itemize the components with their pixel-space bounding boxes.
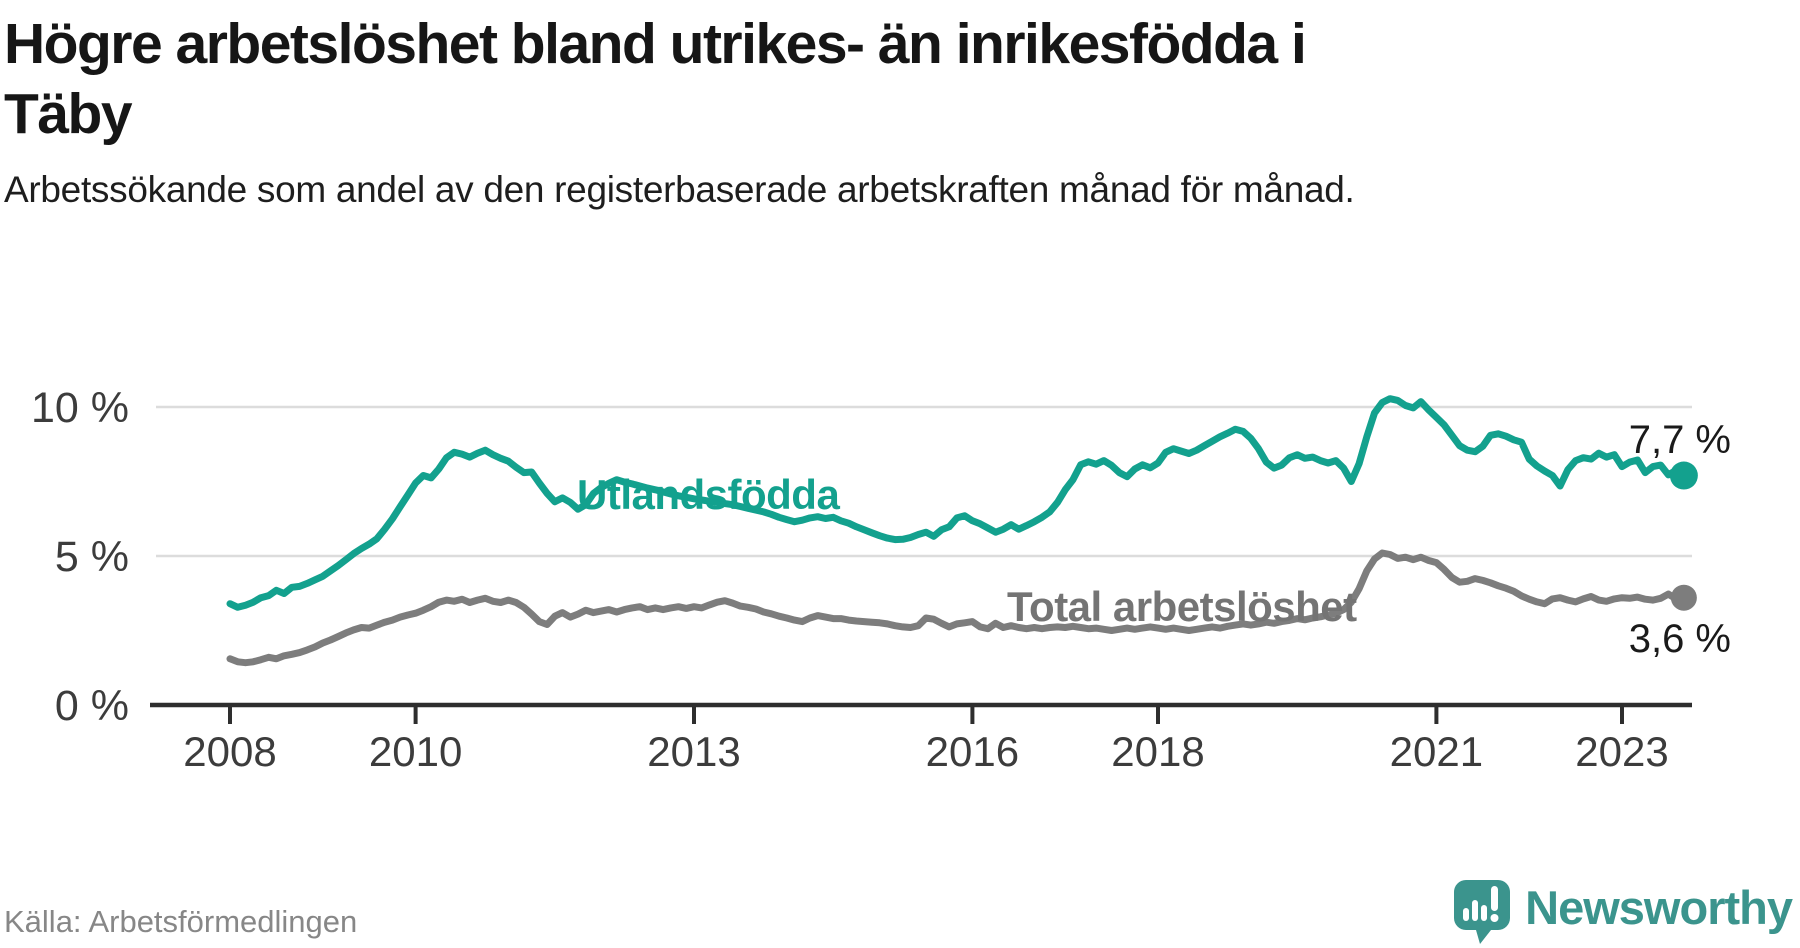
source-note: Källa: Arbetsförmedlingen <box>4 904 358 939</box>
x-tick-label-2010: 2010 <box>369 728 462 775</box>
y-tick-label-10: 10 % <box>31 384 129 432</box>
title-line-2: Täby <box>4 81 133 146</box>
series-end-value-utlandsfodda: 7,7 % <box>1629 418 1731 462</box>
newsworthy-icon <box>1454 880 1511 944</box>
x-tick-label-2023: 2023 <box>1575 728 1668 775</box>
x-tick-label-2018: 2018 <box>1111 728 1204 775</box>
series-end-dot-utlandsfodda <box>1669 461 1698 490</box>
page-title: Högre arbetslöshet bland utrikes- än inr… <box>4 10 1644 149</box>
y-tick-label-0: 0 % <box>55 682 129 730</box>
title-line-1: Högre arbetslöshet bland utrikes- än inr… <box>4 12 1307 76</box>
logo-bar-tall <box>1472 900 1479 921</box>
x-tick-label-2013: 2013 <box>647 728 740 775</box>
series-label-utlandsfodda: Utlandsfödda <box>577 471 840 518</box>
x-tick-label-2021: 2021 <box>1390 728 1483 775</box>
series-line-total-arbetsloshet <box>226 549 1688 667</box>
logo-exclamation-bar <box>1491 886 1499 911</box>
logo-bar-medium <box>1481 905 1488 921</box>
newsworthy-logo: Newsworthy <box>1454 880 1793 944</box>
series-end-value-total-arbetsloshet: 3,6 % <box>1629 617 1731 661</box>
logo-bar-small <box>1463 908 1470 921</box>
y-tick-label-5: 5 % <box>55 533 129 581</box>
logo-exclamation-dot <box>1490 914 1499 922</box>
chart-subtitle: Arbetssökande som andel av den registerb… <box>4 169 1355 210</box>
x-tick-label-2016: 2016 <box>926 728 1019 775</box>
series-label-total-arbetsloshet: Total arbetslöshet <box>1007 583 1357 630</box>
series-line-utlandsfodda <box>226 395 1688 611</box>
x-tick-label-2008: 2008 <box>183 728 276 775</box>
brand-name: Newsworthy <box>1525 880 1793 934</box>
series-end-dot-total-arbetsloshet <box>1670 584 1697 611</box>
